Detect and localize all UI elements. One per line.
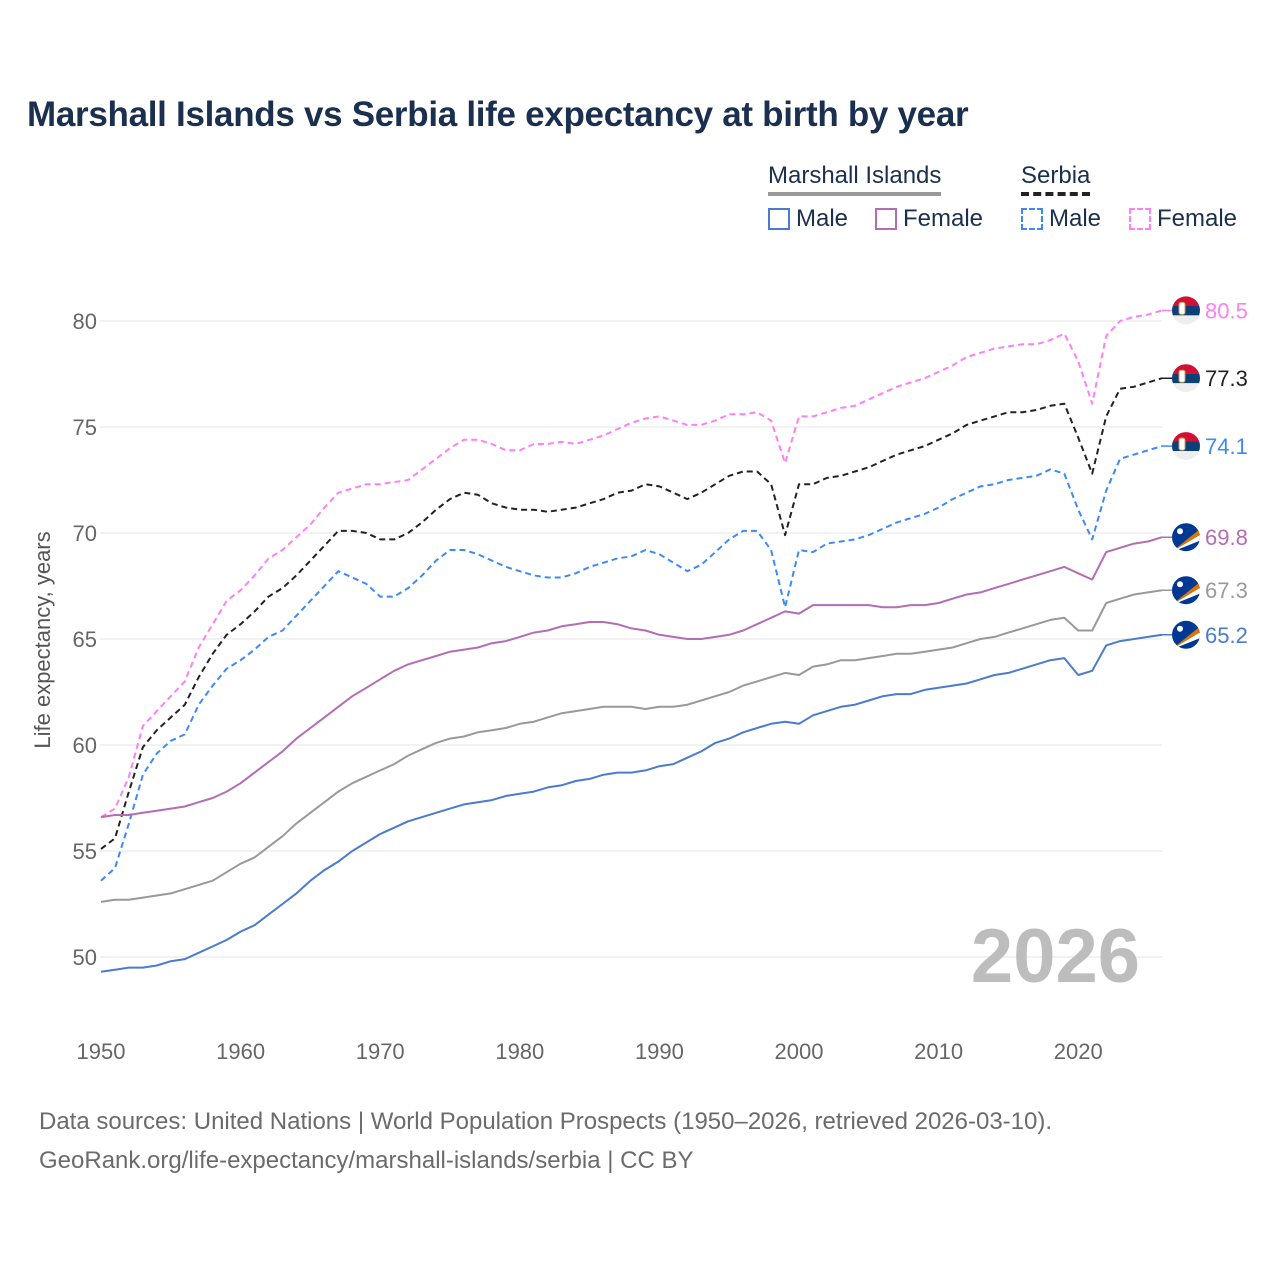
serbia-flag-icon	[1172, 364, 1200, 393]
flag-star	[1177, 528, 1183, 535]
legend-item-serbia-male[interactable]: Male	[1021, 205, 1101, 233]
x-tick-label: 1950	[77, 1039, 126, 1064]
serbia-flag-icon	[1172, 432, 1200, 461]
series-line-marshall-islands-male	[100, 633, 1163, 973]
flag-body	[1172, 296, 1200, 325]
y-tick-label: 60	[73, 733, 97, 758]
series-line-marshall-islands-female	[100, 536, 1163, 819]
chart-plot: 50 55 60 65 70 75 80 1950 1960 1970 1980 1990 2000 20…	[30, 296, 1248, 1064]
y-tick-label: 80	[73, 309, 97, 334]
series-line-serbia-female	[100, 309, 1163, 818]
flag-stripe-white	[1172, 587, 1200, 605]
flag-stripe-blue	[1172, 441, 1200, 452]
legend-item-mi-male[interactable]: Male	[768, 205, 848, 233]
flag-stripe-orange	[1172, 625, 1200, 649]
flag-star	[1177, 625, 1183, 632]
legend-swatch	[875, 208, 897, 230]
y-tick-label: 70	[73, 521, 97, 546]
flag-body	[1172, 432, 1200, 461]
year-watermark: 2026	[971, 914, 1140, 999]
flag-stripe-white	[1172, 534, 1200, 552]
end-value-label: 65.2	[1205, 623, 1248, 648]
flag-body	[1172, 364, 1200, 393]
chart-title: Marshall Islands vs Serbia life expectan…	[27, 95, 969, 134]
x-tick-label: 1980	[495, 1039, 544, 1064]
end-value-label: 77.3	[1205, 366, 1248, 391]
x-tick-label: 2010	[914, 1039, 963, 1064]
legend-swatch	[1021, 208, 1043, 230]
legend-swatch	[768, 208, 790, 230]
source-line-1: Data sources: United Nations | World Pop…	[39, 1108, 1053, 1135]
x-tick-label: 1990	[635, 1039, 684, 1064]
series-line-serbia	[100, 377, 1163, 850]
marshall-islands-flag-icon	[1172, 523, 1200, 552]
legend-label: Female	[903, 205, 984, 232]
series-line-serbia-male	[100, 445, 1163, 882]
flag-emblem	[1178, 369, 1186, 383]
x-tick-label: 2000	[775, 1039, 824, 1064]
end-value-label: 67.3	[1205, 578, 1248, 603]
y-tick-label: 50	[73, 945, 97, 970]
flag-stripe-red	[1172, 432, 1200, 442]
legend-group-marshall-islands: Marshall Islands	[768, 162, 942, 196]
legend-label: Female	[1157, 205, 1238, 232]
flag-star	[1177, 581, 1183, 588]
flag-stripe-red	[1172, 364, 1200, 374]
legend-group-serbia: Serbia	[1021, 162, 1091, 196]
flag-stripe-white	[1172, 383, 1200, 393]
flag-stripe-white	[1172, 451, 1200, 461]
flag-body	[1172, 576, 1200, 605]
end-value-label: 69.8	[1205, 525, 1248, 550]
legend-label: Male	[796, 205, 849, 232]
marshall-islands-flag-icon	[1172, 620, 1200, 649]
flag-body	[1172, 620, 1200, 649]
flag-body	[1172, 523, 1200, 552]
y-tick-label: 65	[73, 627, 97, 652]
x-tick-label: 2020	[1054, 1039, 1103, 1064]
flag-stripe-orange	[1172, 528, 1200, 552]
flag-stripe-white	[1172, 315, 1200, 325]
flag-stripe-red	[1172, 296, 1200, 306]
flag-stripe-blue	[1172, 373, 1200, 384]
x-tick-label: 1960	[216, 1039, 265, 1064]
flag-stripe-white	[1172, 631, 1200, 649]
y-axis-label: Life expectancy, years	[30, 531, 55, 748]
flag-stripe-blue	[1172, 305, 1200, 316]
serbia-flag-icon	[1172, 296, 1200, 325]
y-tick-label: 55	[73, 839, 97, 864]
flag-emblem	[1178, 301, 1186, 315]
end-value-label: 80.5	[1205, 298, 1248, 323]
flag-stripe-orange	[1172, 581, 1200, 605]
legend-label: Male	[1049, 205, 1102, 232]
marshall-islands-flag-icon	[1172, 576, 1200, 605]
legend-swatch	[1129, 208, 1151, 230]
series-line-marshall-islands	[100, 589, 1163, 903]
legend-item-serbia-female[interactable]: Female	[1129, 205, 1237, 233]
legend-item-mi-female[interactable]: Female	[875, 205, 983, 233]
x-tick-label: 1970	[356, 1039, 405, 1064]
end-value-label: 74.1	[1205, 434, 1248, 459]
source-line-2[interactable]: GeoRank.org/life-expectancy/marshall-isl…	[39, 1147, 694, 1174]
flag-emblem	[1178, 437, 1186, 451]
y-tick-label: 75	[73, 415, 97, 440]
